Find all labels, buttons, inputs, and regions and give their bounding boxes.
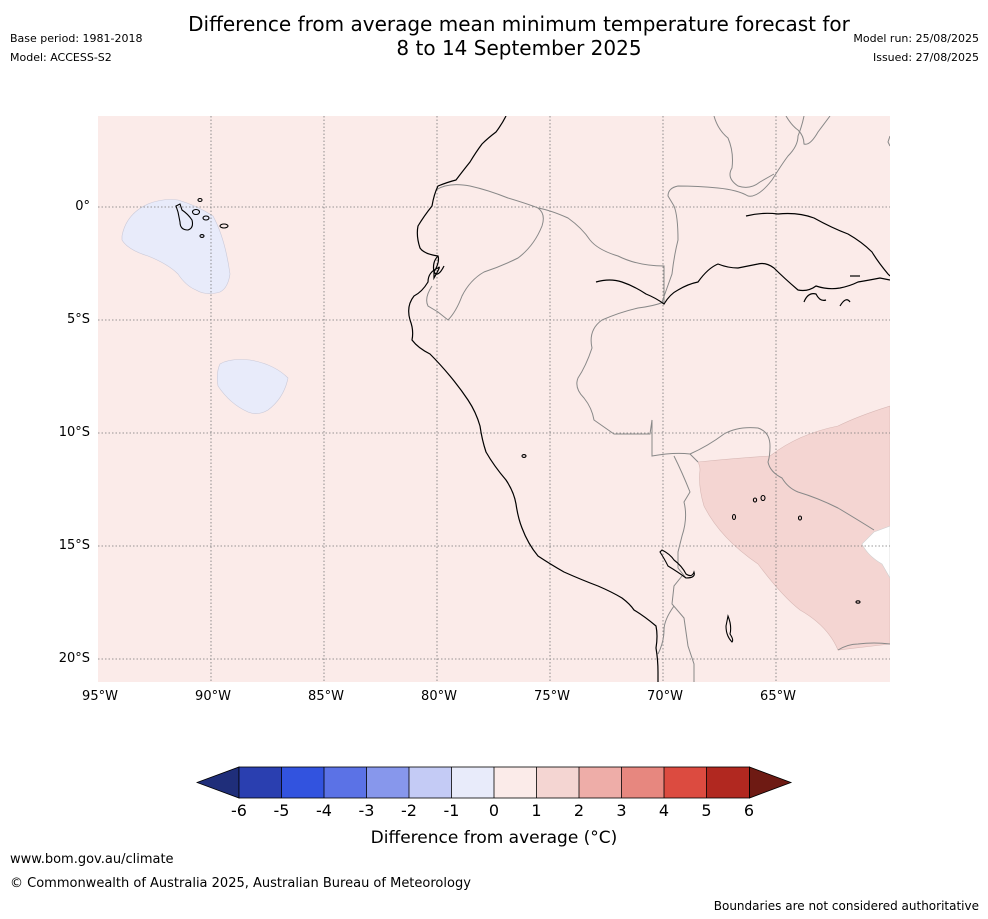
colorbar-tick: 2 [573, 801, 585, 820]
lon-label-80w: 80°W [421, 689, 457, 704]
lon-label-70w: 70°W [647, 689, 683, 704]
colorbar-swatch [579, 767, 622, 798]
colorbar-swatch [664, 767, 707, 798]
neutral-patch [861, 525, 890, 579]
islands [175, 197, 861, 643]
map-background [98, 116, 890, 682]
colorbar-swatch [281, 767, 324, 798]
colorbar-tick: 1 [531, 801, 542, 820]
lake-small-bolivia-3 [731, 513, 737, 521]
island-san-cristobal [202, 215, 210, 221]
colorbar-tick: -3 [358, 801, 375, 820]
colorbar-swatch [239, 767, 282, 798]
anomaly-region-pacific [217, 359, 289, 414]
title-line-1: Difference from average mean minimum tem… [188, 12, 850, 36]
forecast-map [98, 116, 890, 682]
colorbar-label: Difference from average (°C) [370, 828, 618, 848]
island-floreana [199, 234, 205, 238]
colorbar-tick: 5 [701, 801, 712, 820]
lat-label-15s: 15°S [58, 538, 90, 553]
colorbar-swatch [409, 767, 452, 798]
colorbar-arrow-low [196, 766, 240, 799]
river-branch-1 [803, 293, 827, 303]
lat-label-0: 0° [75, 199, 90, 214]
colorbar-dividers [238, 766, 750, 799]
website-text: www.bom.gov.au/climate [10, 852, 174, 867]
border-brazil-venezuela [661, 116, 805, 303]
border-paraguay [837, 642, 890, 651]
colorbar-tick: -1 [443, 801, 460, 820]
lake-titicaca [659, 549, 695, 579]
island-espanola [219, 223, 229, 229]
coast-pacific-mainland [408, 116, 659, 682]
colorbar-swatch [706, 767, 750, 798]
colorbar-swatch [621, 767, 664, 798]
border-colombia-peru-river [537, 207, 665, 302]
lake-poopo [725, 614, 734, 643]
lon-label-75w: 75°W [534, 689, 570, 704]
lon-label-90w: 90°W [195, 689, 231, 704]
border-chile-peru-north [657, 605, 675, 655]
colorbar [196, 766, 793, 799]
colorbar-swatch [324, 767, 367, 798]
colorbar-arrow-high [749, 766, 793, 799]
title-line-2: 8 to 14 September 2025 [396, 36, 642, 60]
copyright-text: © Commonwealth of Australia 2025, Austra… [10, 876, 471, 891]
border-suriname [785, 116, 831, 145]
colorbar-tick: 6 [743, 801, 755, 820]
map-title: Difference from average mean minimum tem… [0, 12, 988, 60]
border-bolivia-brazil [689, 427, 875, 531]
model-run-text: Model run: 25/08/2025 [853, 32, 979, 45]
issued-text: Issued: 27/08/2025 [872, 51, 979, 64]
disclaimer-text: Boundaries are not considered authoritat… [713, 899, 979, 913]
coastlines [408, 116, 890, 682]
lake-small-bolivia-4 [797, 515, 803, 521]
colorbar-tick: 3 [616, 801, 627, 820]
colorbar-tick: 4 [658, 801, 670, 820]
colorbar-tick: -6 [231, 801, 247, 820]
colorbar-swatch [494, 767, 537, 798]
colorbar-tick: -2 [401, 801, 417, 820]
river-solimoes-upper [745, 212, 890, 277]
border-colombia-ecuador-peru [426, 184, 544, 321]
lake-small-peru [521, 454, 527, 458]
colorbar-tick: -5 [273, 801, 290, 820]
island-genovesa [197, 197, 203, 203]
colorbar-tick: -4 [316, 801, 332, 820]
lon-label-65w: 65°W [760, 689, 796, 704]
lake-small-bolivia-2 [752, 497, 758, 503]
colorbar-swatch [366, 767, 409, 798]
river-amazon [595, 262, 890, 305]
lake-small-bolivia-5 [855, 600, 861, 604]
anomaly-region-galapagos [121, 199, 231, 294]
coast-gulf-guayaquil [432, 255, 445, 275]
border-bolivia-peru [673, 455, 691, 579]
anomaly-region-warm [697, 405, 890, 651]
colorbar-swatch [536, 767, 579, 798]
model-text: Model: ACCESS-S2 [10, 51, 112, 64]
colorbar-tick: 0 [488, 801, 500, 820]
border-chile-bolivia [671, 575, 695, 682]
latitude-gridlines [98, 206, 890, 660]
country-borders [426, 116, 890, 682]
lat-label-5s: 5°S [66, 312, 90, 327]
border-brazil-peru [576, 301, 699, 463]
border-east-edge [887, 135, 890, 147]
border-guyana [713, 116, 775, 188]
island-isabela [175, 203, 194, 231]
lon-label-95w: 95°W [82, 689, 118, 704]
base-period-text: Base period: 1981-2018 [10, 32, 143, 45]
lat-label-10s: 10°S [58, 425, 90, 440]
river-branch-2 [839, 299, 851, 307]
lake-small-bolivia-1 [760, 494, 766, 502]
colorbar-swatch [451, 767, 494, 798]
island-santa-cruz [191, 208, 201, 216]
lat-label-20s: 20°S [58, 651, 90, 666]
lon-label-85w: 85°W [308, 689, 344, 704]
